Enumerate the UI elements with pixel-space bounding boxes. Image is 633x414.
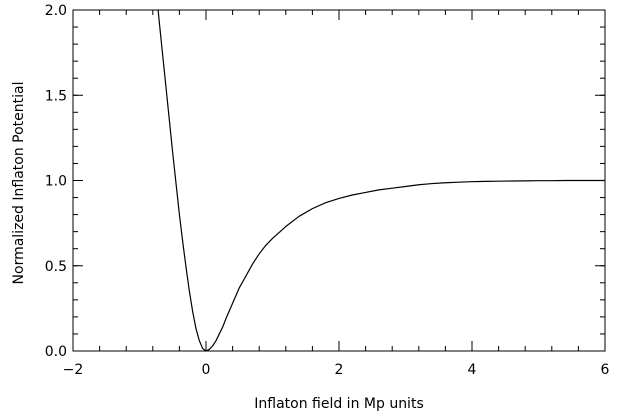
x-tick-label: 4 [468,362,477,378]
x-axis-title: Inflaton field in Mp units [254,396,423,412]
y-tick-label: 2.0 [45,3,67,19]
series-layer [157,9,605,352]
x-tick-label: 0 [202,362,211,378]
y-tick-label: 1.5 [45,88,67,104]
potential-curve [157,9,605,352]
x-tick-label: 2 [335,362,344,378]
y-axis-title: Normalized Inflaton Potential [11,82,27,285]
tick-labels: −2 0 2 4 6 0.0 0.5 1.0 1.5 2.0 [45,3,610,378]
plot-frame [72,9,606,352]
y-tick-label: 1.0 [45,174,67,190]
x-tick-label: −2 [63,362,84,378]
y-tick-label: 0.5 [45,259,67,275]
x-tick-label: 6 [601,362,610,378]
y-tick-label: 0.0 [45,344,67,360]
